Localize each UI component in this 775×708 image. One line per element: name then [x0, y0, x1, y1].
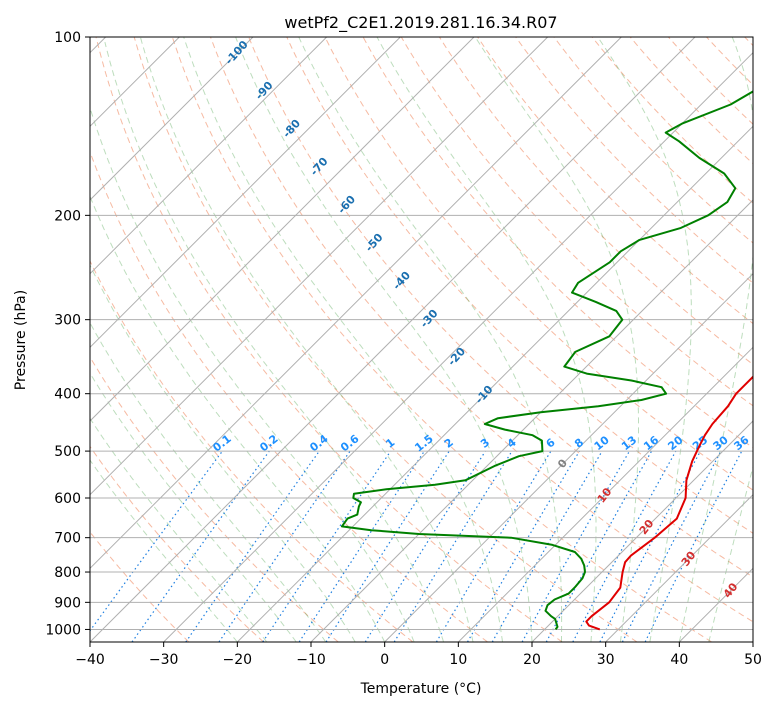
moist-adiabat-line — [90, 417, 268, 642]
plot-area: -100-90-80-70-60-50-40-30-20-10010203040… — [90, 37, 753, 642]
pressure-gridlines — [90, 37, 753, 630]
mixing-ratio-line — [435, 450, 552, 642]
y-tick-label: 1000 — [45, 622, 81, 638]
x-tick-label: 0 — [380, 652, 389, 668]
moist-adiabat-line — [376, 37, 597, 642]
isotherm-gridline — [163, 51, 753, 642]
moist-adiabat-line — [708, 465, 753, 642]
isotherm-gridline — [90, 37, 475, 422]
y-tick-label: 500 — [54, 444, 81, 460]
y-tick-label: 700 — [54, 531, 81, 547]
dry-adiabat-line — [515, 37, 753, 284]
moist-adiabat-line — [183, 37, 503, 642]
mixing-ratio-line — [599, 450, 702, 642]
dry-adiabat-line — [171, 37, 712, 642]
y-tick-label: 900 — [54, 595, 81, 611]
x-tick-label: −10 — [296, 652, 326, 668]
y-axis-title: Pressure (hPa) — [13, 290, 29, 390]
moist-adiabat-line — [90, 195, 386, 642]
temperature-line — [585, 375, 753, 631]
moist-adiabat-line — [235, 37, 533, 642]
isotherm-gridline — [531, 420, 753, 642]
dry-adiabat-line — [95, 37, 563, 642]
mixing-ratio-line — [185, 450, 320, 642]
x-tick-label: 20 — [523, 652, 541, 668]
y-tick-label: 600 — [54, 491, 81, 507]
y-axis-ticks: 100 200 300 400 500 600 700 800 900 1000 — [45, 30, 90, 638]
dewpoint-line — [340, 90, 753, 631]
plot-frame — [89, 36, 754, 643]
moist-adiabat-line — [298, 37, 563, 642]
moist-adiabat-lines — [90, 37, 753, 642]
x-axis-ticks: −40 −30 −20 −10 0 10 20 30 40 50 — [75, 642, 762, 668]
dry-adiabat-line — [90, 445, 264, 642]
dry-adiabat-line — [90, 259, 414, 642]
moist-adiabat-line — [597, 37, 692, 642]
chart-title: wetPf2_C2E1.2019.281.16.34.R07 — [284, 13, 557, 33]
isotherm-gridline — [310, 199, 753, 642]
mixing-ratio-line — [572, 450, 677, 642]
moist-adiabat-line — [90, 459, 238, 642]
isotherm-gridline — [90, 37, 549, 496]
x-tick-label: 30 — [597, 652, 615, 668]
dry-adiabat-line — [133, 37, 638, 642]
y-tick-label: 800 — [54, 565, 81, 581]
mixing-ratio-line — [262, 450, 392, 642]
x-axis-title: Temperature (°C) — [360, 681, 482, 697]
moist-adiabat-line — [90, 264, 356, 642]
dry-adiabat-line — [324, 37, 753, 491]
y-tick-label: 300 — [54, 313, 81, 329]
y-tick-label: 200 — [54, 208, 81, 224]
x-tick-label: 10 — [449, 652, 467, 668]
isotherm-gridline — [90, 37, 696, 642]
mixing-ratio-line — [466, 450, 580, 642]
moist-adiabat-line — [139, 37, 474, 642]
isotherm-gridline — [90, 37, 328, 275]
isotherm-gridline — [384, 272, 753, 642]
moist-adiabat-line — [90, 106, 415, 642]
isotherm-gridline — [605, 493, 753, 642]
moist-adiabat-line — [474, 37, 639, 642]
x-tick-label: −40 — [75, 652, 105, 668]
dry-adiabat-line — [248, 37, 753, 578]
x-tick-label: −20 — [223, 652, 253, 668]
moist-adiabat-line — [678, 37, 753, 642]
y-tick-label: 100 — [54, 30, 81, 46]
mixing-ratio-line — [364, 450, 486, 642]
isotherm-gridline — [90, 37, 254, 201]
moist-adiabat-line — [90, 321, 327, 642]
moist-adiabat-line — [104, 41, 445, 642]
isotherm-gridline — [90, 37, 622, 570]
isotherm-gridline — [457, 346, 753, 642]
x-tick-label: −30 — [149, 652, 179, 668]
y-tick-label: 400 — [54, 387, 81, 403]
mixing-ratio-line — [298, 450, 425, 642]
sounding-series — [340, 90, 753, 631]
skewed-isotherm-gridlines — [90, 37, 753, 642]
mixing-ratio-line — [218, 450, 351, 642]
mixing-ratio-line — [325, 450, 450, 642]
isotherm-gridline — [90, 37, 401, 349]
x-tick-label: 40 — [670, 652, 688, 668]
dry-adiabat-line — [210, 37, 753, 623]
isotherm-gridline — [236, 125, 753, 642]
x-tick-label: 50 — [744, 652, 762, 668]
